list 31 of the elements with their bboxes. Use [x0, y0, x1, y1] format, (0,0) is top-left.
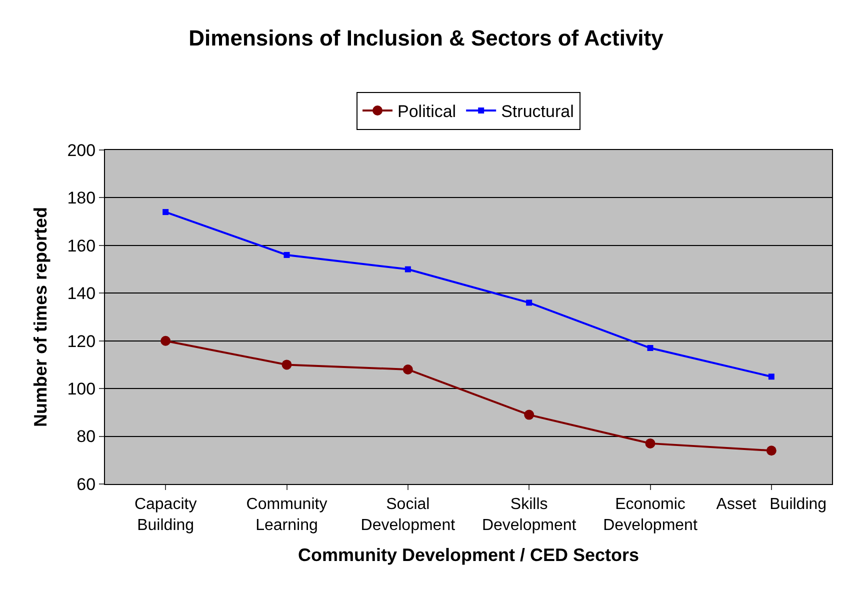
point [404, 266, 411, 272]
y-tick-label: 60 [76, 474, 96, 494]
point [402, 364, 413, 374]
legend-label: Political [398, 102, 456, 122]
point [768, 374, 774, 380]
x-axis-title: Community Development / CED Sectors [298, 545, 640, 566]
point [160, 336, 171, 346]
legend-label: Structural [501, 102, 574, 122]
y-tick-label: 200 [67, 140, 96, 160]
point [526, 300, 532, 306]
y-axis-title: Number of times reported [30, 206, 50, 428]
y-tick-label: 140 [67, 284, 96, 304]
x-tick-label: Community Learning [246, 496, 328, 534]
point [524, 410, 534, 420]
point [282, 360, 292, 370]
point [284, 252, 290, 258]
point [162, 209, 169, 216]
x-tick-label: Capacity Building [134, 496, 197, 534]
x-tick-label: Economic Development [603, 496, 698, 534]
y-tick-label: 80 [76, 427, 96, 446]
y-tick-label: 180 [67, 188, 96, 208]
x-tick-label: Skills Development [482, 496, 577, 534]
x-tick-label: Social Development [360, 496, 456, 534]
x-tick-label: Asset Building [716, 496, 827, 514]
y-tick-label: 120 [67, 332, 96, 351]
chart-title: Dimensions of Inclusion & Sectors of Activity [188, 26, 664, 51]
y-tick-label: 160 [67, 236, 96, 256]
point [647, 345, 654, 352]
y-tick-label: 100 [67, 380, 96, 399]
point [645, 438, 656, 448]
point [766, 446, 776, 456]
